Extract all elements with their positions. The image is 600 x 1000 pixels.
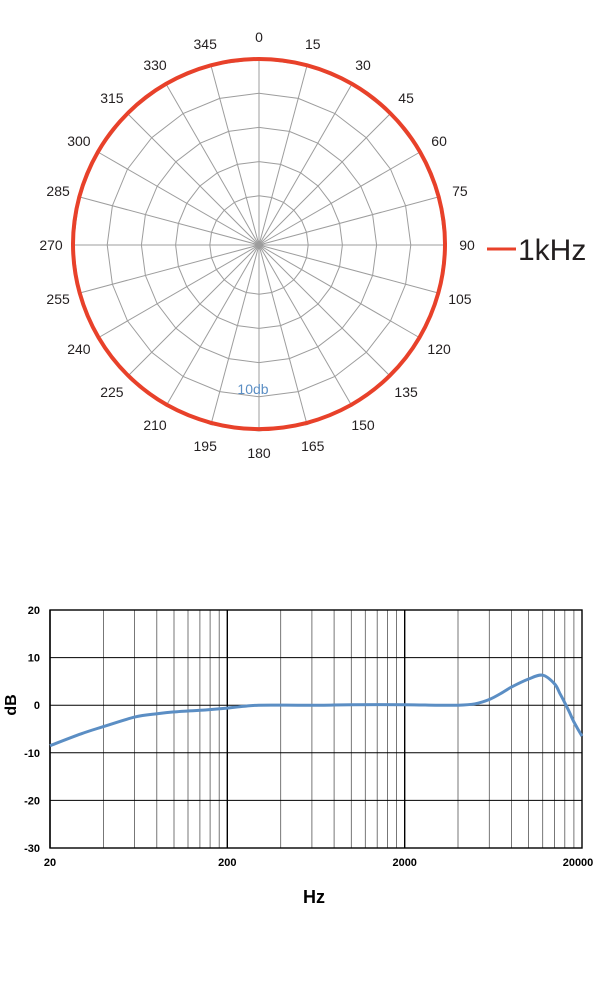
polar-spoke bbox=[97, 244, 260, 339]
angle-label: 345 bbox=[194, 36, 218, 52]
polar-legend: 1kHz bbox=[487, 234, 586, 267]
angle-label: 270 bbox=[39, 237, 63, 253]
polar-spoke bbox=[258, 196, 439, 246]
angle-label: 135 bbox=[394, 384, 418, 400]
ring-scale-label: 10db bbox=[237, 381, 268, 397]
y-tick-label: -20 bbox=[24, 795, 40, 807]
polar-spoke bbox=[258, 151, 421, 246]
angle-label: 180 bbox=[247, 445, 271, 461]
x-tick-label: 200 bbox=[218, 857, 236, 869]
angle-label: 90 bbox=[459, 237, 475, 253]
angle-label: 300 bbox=[67, 133, 91, 149]
angle-label: 240 bbox=[67, 341, 91, 357]
polar-spoke bbox=[258, 83, 353, 246]
x-tick-labels: 20 200 2000 20000 bbox=[44, 857, 593, 869]
angle-label: 120 bbox=[427, 341, 451, 357]
angle-label: 60 bbox=[431, 133, 447, 149]
angle-label: 225 bbox=[100, 384, 124, 400]
series-line-1khz bbox=[70, 56, 448, 432]
polar-spoke bbox=[210, 65, 260, 246]
polar-series-group bbox=[70, 56, 448, 432]
x-tick-label: 20000 bbox=[563, 857, 594, 869]
angle-label: 165 bbox=[301, 438, 325, 454]
angle-label: 105 bbox=[448, 291, 472, 307]
polar-pattern-chart: 0 15 30 45 60 75 90 105 120 135 150 165 180 195 210 225… bbox=[39, 29, 586, 461]
polar-spoke bbox=[97, 151, 260, 246]
angle-label: 0 bbox=[255, 29, 263, 45]
polar-spoke bbox=[258, 244, 439, 294]
frequency-response-chart: 20 10 0 -10 -20 -30 20 200 2000 20000 dB Hz bbox=[3, 605, 593, 907]
angle-label: 30 bbox=[355, 57, 371, 73]
y-tick-label: 20 bbox=[28, 605, 40, 617]
polar-spoke bbox=[258, 244, 391, 377]
angle-label: 285 bbox=[46, 183, 70, 199]
y-tick-label: -30 bbox=[24, 843, 40, 855]
angle-label: 150 bbox=[351, 417, 375, 433]
x-tick-label: 20 bbox=[44, 857, 56, 869]
polar-spoke bbox=[127, 244, 260, 377]
angle-label: 195 bbox=[194, 438, 218, 454]
y-axis-label: dB bbox=[3, 694, 20, 715]
angle-label: 330 bbox=[143, 57, 167, 73]
frequency-grid bbox=[49, 609, 583, 849]
y-tick-labels: 20 10 0 -10 -20 -30 bbox=[24, 605, 40, 855]
y-tick-label: 10 bbox=[28, 653, 40, 665]
polar-spoke bbox=[258, 244, 308, 425]
polar-spoke bbox=[127, 113, 260, 246]
polar-spoke bbox=[79, 196, 260, 246]
angle-label: 75 bbox=[452, 183, 468, 199]
x-axis-label: Hz bbox=[303, 887, 325, 907]
angle-label: 255 bbox=[46, 291, 70, 307]
polar-spoke bbox=[258, 244, 353, 407]
legend-label: 1kHz bbox=[518, 234, 586, 267]
plot-frame bbox=[49, 609, 583, 849]
polar-spoke bbox=[210, 244, 260, 425]
polar-spoke bbox=[165, 244, 260, 407]
angle-label: 210 bbox=[143, 417, 167, 433]
angle-label: 15 bbox=[305, 36, 321, 52]
polar-spoke bbox=[258, 65, 308, 246]
polar-spoke bbox=[79, 244, 260, 294]
polar-angle-labels: 0 15 30 45 60 75 90 105 120 135 150 165 180 195 210 225… bbox=[39, 29, 475, 461]
polar-spoke bbox=[165, 83, 260, 246]
x-tick-label: 2000 bbox=[392, 857, 416, 869]
frequency-response-line bbox=[49, 673, 584, 748]
y-tick-label: 0 bbox=[34, 700, 40, 712]
y-tick-label: -10 bbox=[24, 748, 40, 760]
angle-label: 315 bbox=[100, 90, 124, 106]
angle-label: 45 bbox=[398, 90, 414, 106]
polar-spoke bbox=[258, 113, 391, 246]
polar-spoke bbox=[258, 244, 421, 339]
